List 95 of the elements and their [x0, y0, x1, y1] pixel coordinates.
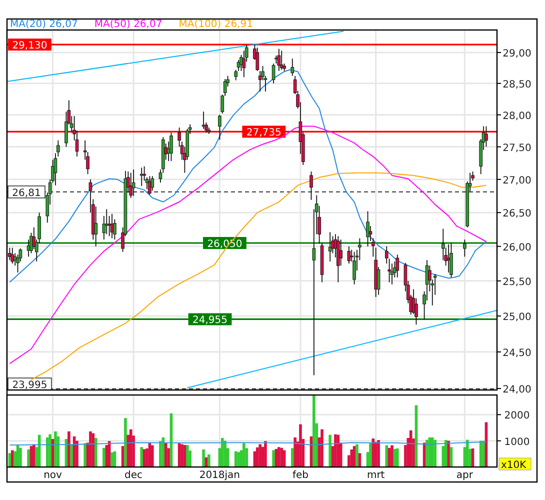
candlestick: [108, 215, 111, 237]
candlestick: [352, 251, 356, 285]
bar: [27, 449, 30, 467]
y-tick-label: 1000: [504, 436, 530, 448]
candlestick: [484, 126, 488, 148]
y-axis-title: x10K: [501, 460, 527, 471]
candlestick: [388, 258, 391, 283]
candlestick: [328, 232, 332, 262]
bar: [280, 448, 284, 467]
bar: [377, 440, 380, 467]
y-tick-label: 26,00: [502, 242, 532, 254]
candlestick: [463, 239, 466, 258]
bar: [208, 454, 210, 467]
bar: [299, 424, 302, 467]
y-tick-label: 27,50: [502, 142, 532, 154]
y-tick-label: 24,50: [502, 348, 532, 359]
candlestick: [170, 132, 173, 162]
candlestick: [396, 254, 400, 278]
candlestick: [150, 176, 154, 192]
y-tick-label: 2000: [504, 410, 530, 422]
text: MA(20) 26,07: [10, 19, 78, 30]
y-tick-label: 25,50: [502, 276, 532, 288]
y-tick-label: 28,00: [502, 110, 532, 122]
x-tick-label: dec: [124, 470, 143, 481]
bar: [396, 448, 399, 467]
ref-line-label: 27,735: [246, 128, 282, 139]
bar: [369, 443, 372, 467]
y-tick-label: 27,00: [502, 175, 532, 186]
x-tick-label: feb: [292, 470, 308, 481]
text: MA(50) 26,07: [94, 19, 162, 30]
candlestick: [366, 210, 370, 247]
bar: [110, 452, 114, 467]
candlestick: [202, 111, 206, 130]
bar: [89, 431, 92, 467]
bar: [390, 445, 394, 467]
y-tick-label: 25,00: [502, 312, 532, 324]
candlestick: [446, 244, 450, 273]
bar: [258, 444, 262, 467]
bar: [150, 445, 154, 467]
ref-line-label: 24,955: [192, 315, 228, 326]
y-tick-label: 24,00: [502, 384, 532, 396]
bar: [320, 429, 324, 467]
bar: [434, 440, 436, 467]
candlestick: [94, 206, 98, 247]
candlestick: [310, 171, 313, 200]
bar: [356, 444, 358, 467]
bar: [482, 440, 485, 467]
bar: [242, 443, 246, 467]
y-tick-label: 29,00: [502, 48, 532, 60]
bar: [54, 431, 57, 467]
candlestick: [218, 114, 222, 140]
bar: [76, 440, 78, 467]
bar: [312, 396, 316, 467]
bar: [264, 441, 267, 467]
bar: [68, 431, 70, 467]
candlestick: [256, 47, 260, 72]
bar: [48, 434, 52, 467]
candlestick: [290, 58, 294, 76]
x-tick-label: apr: [456, 470, 474, 481]
candlestick: [339, 239, 342, 266]
candlestick: [8, 247, 12, 261]
candlestick: [450, 242, 453, 278]
bar: [224, 440, 226, 467]
bar: [140, 447, 144, 467]
bar: [447, 440, 450, 467]
bar: [84, 443, 86, 467]
y-tick-label: 26,50: [502, 208, 532, 220]
bar: [328, 434, 332, 467]
ref-line-label: 26,81: [12, 188, 41, 199]
text: MA(100) 26,91: [178, 19, 253, 30]
candlestick: [347, 246, 351, 264]
x-tick-label: 2018jan: [199, 470, 240, 481]
bar: [19, 448, 22, 467]
bar: [272, 450, 275, 467]
bar: [334, 434, 337, 467]
bar: [385, 445, 388, 467]
x-tick-label: mrt: [366, 470, 385, 481]
ref-line-label: 23,995: [12, 380, 48, 391]
bar: [426, 440, 428, 467]
x-tick-label: nov: [44, 470, 62, 481]
y-tick-label: 28,50: [502, 79, 532, 90]
bar: [105, 445, 108, 467]
candlestick: [129, 172, 132, 198]
bar: [186, 445, 189, 467]
bar: [350, 449, 354, 467]
bar: [70, 444, 74, 467]
candlestick: [148, 176, 152, 196]
bar: [294, 437, 296, 467]
bar: [124, 418, 127, 467]
candlestick: [10, 247, 14, 264]
candlestick: [384, 246, 388, 264]
candlestick: [132, 169, 136, 196]
bar: [159, 441, 162, 467]
ref-line-label: 29,130: [12, 40, 48, 52]
bar: [202, 449, 205, 467]
